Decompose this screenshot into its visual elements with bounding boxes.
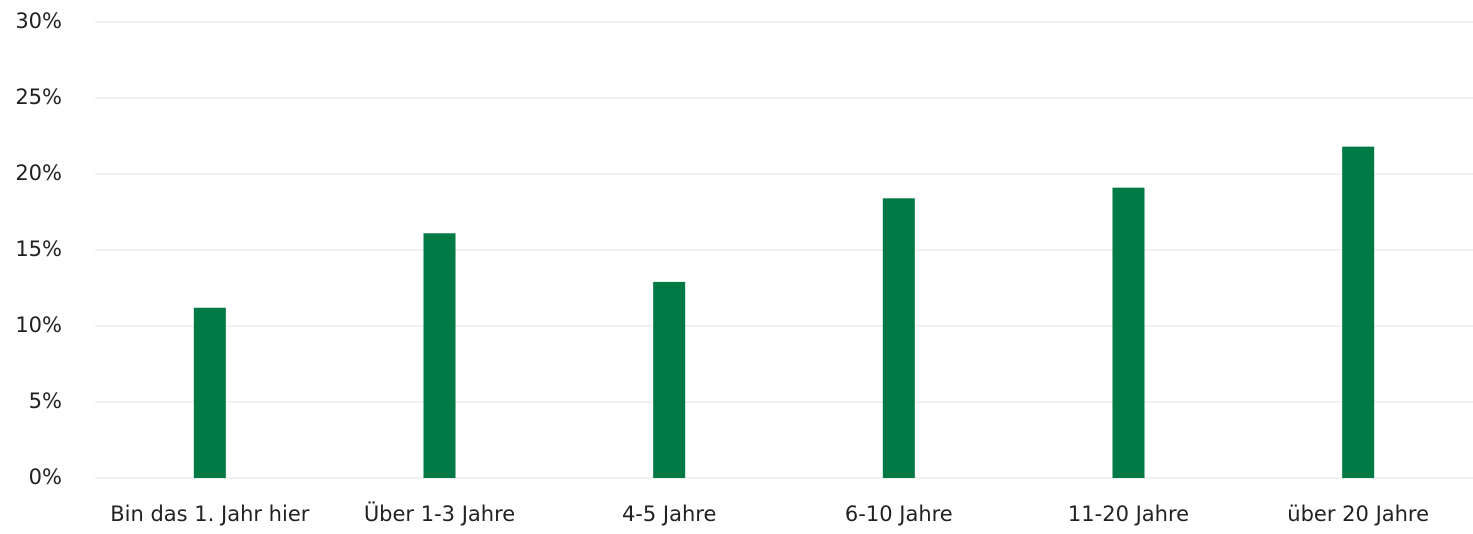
y-tick-label: 20% <box>15 161 62 185</box>
y-tick-label: 15% <box>15 237 62 261</box>
y-tick-label: 10% <box>15 313 62 337</box>
y-tick-label: 30% <box>15 9 62 33</box>
bar <box>653 281 686 478</box>
x-tick-label: 6-10 Jahre <box>845 502 953 526</box>
x-tick-label: Bin das 1. Jahr hier <box>110 502 309 526</box>
x-tick-label: Über 1-3 Jahre <box>364 501 515 526</box>
x-tick-label: 11-20 Jahre <box>1068 502 1189 526</box>
bar <box>882 198 915 478</box>
bar <box>1342 146 1375 478</box>
bar <box>423 233 456 478</box>
y-tick-label: 5% <box>29 389 62 413</box>
bar <box>1112 187 1145 478</box>
x-tick-label: über 20 Jahre <box>1287 502 1429 526</box>
y-tick-label: 0% <box>29 465 62 489</box>
y-tick-label: 25% <box>15 85 62 109</box>
bar <box>193 307 226 478</box>
x-tick-label: 4-5 Jahre <box>622 502 716 526</box>
